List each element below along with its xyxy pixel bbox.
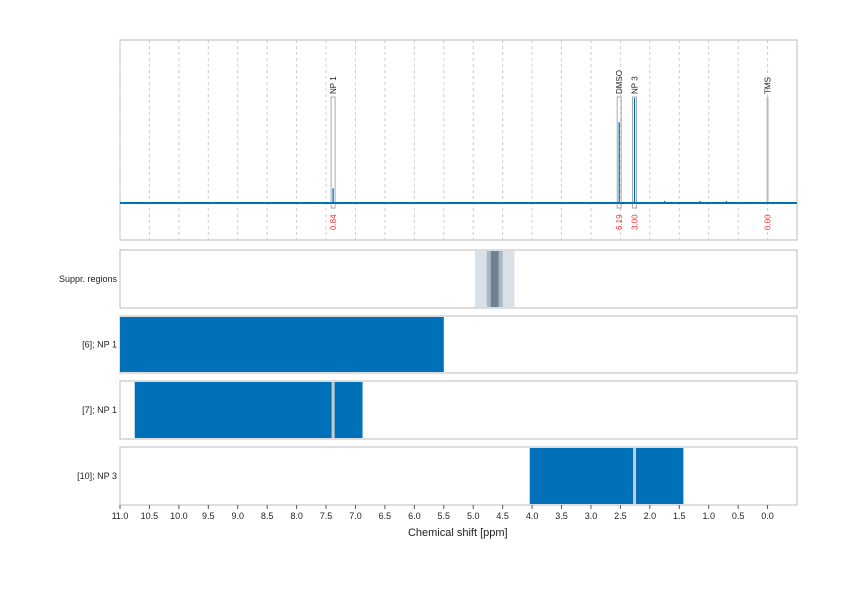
track-panel [119, 446, 798, 506]
track-label: [6]; NP 1 [82, 340, 117, 350]
x-tick-label: 2.5 [614, 511, 627, 521]
x-axis-label: Chemical shift [ppm] [408, 527, 508, 539]
annotation-box [330, 96, 336, 209]
x-tick-label: 8.0 [290, 511, 303, 521]
range-bar [120, 317, 444, 372]
x-tick-label: 9.0 [231, 511, 244, 521]
track-panel [119, 249, 798, 309]
track-label: [10]; NP 3 [77, 471, 117, 481]
x-tick-label: 7.5 [320, 511, 333, 521]
x-tick-label: 11.0 [112, 511, 129, 521]
x-tick-label: 6.5 [379, 511, 392, 521]
integral-label: 6.19 [615, 214, 624, 230]
suppression-region [490, 251, 499, 307]
x-tick-label: 1.5 [673, 511, 686, 521]
annotation-box [632, 96, 638, 209]
x-tick-label: 4.0 [526, 511, 539, 521]
annotation-label: TMS [764, 77, 773, 94]
x-tick-label: 10.0 [170, 511, 188, 521]
x-tick-label: 2.0 [644, 511, 657, 521]
integral-label: 3.00 [631, 214, 640, 230]
x-tick-label: 8.5 [261, 511, 274, 521]
x-tick-label: 4.5 [496, 511, 509, 521]
x-tick-label: 6.0 [408, 511, 421, 521]
spectrum-panel [119, 39, 798, 241]
integral-label: 0.84 [329, 214, 338, 230]
annotation-box [616, 96, 622, 209]
x-tick-label: 3.5 [555, 511, 568, 521]
annotation-label: DMSO [615, 70, 624, 94]
annotation-label: NP 1 [329, 76, 338, 94]
x-tick-label: 3.0 [585, 511, 598, 521]
x-tick-label: 0.5 [732, 511, 745, 521]
x-tick-label: 10.5 [141, 511, 159, 521]
x-tick-label: 7.0 [349, 511, 362, 521]
range-bar [529, 448, 684, 504]
track-label: [7]; NP 1 [82, 405, 117, 415]
range-bar [134, 382, 363, 438]
x-tick-label: 5.0 [467, 511, 480, 521]
x-tick-label: 1.0 [702, 511, 715, 521]
x-tick-label: 5.5 [438, 511, 451, 521]
track-label: Suppr. regions [59, 274, 118, 284]
x-tick-label: 0.0 [761, 511, 774, 521]
x-tick-label: 9.5 [202, 511, 215, 521]
annotation-label: NP 3 [631, 76, 640, 94]
integral-label: 0.00 [764, 214, 773, 230]
